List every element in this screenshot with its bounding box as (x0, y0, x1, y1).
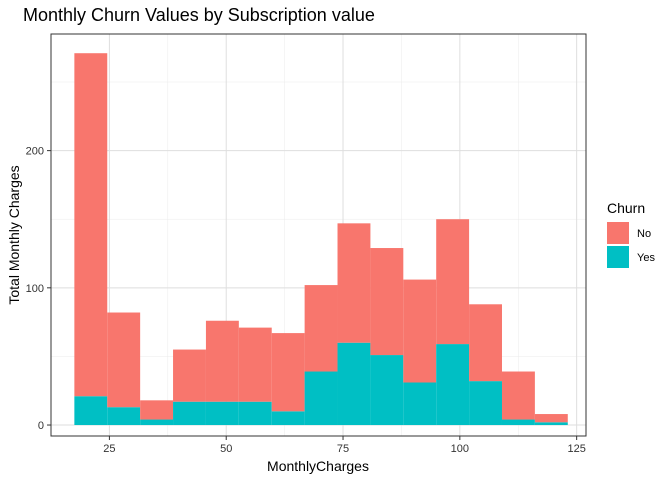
bar-yes (74, 396, 108, 426)
bar-yes (534, 422, 568, 426)
bar-no (74, 53, 108, 397)
bar-no (238, 327, 272, 402)
bars-layer (74, 53, 568, 426)
legend-label-yes: Yes (637, 252, 655, 264)
legend: Churn No Yes (607, 200, 655, 268)
legend-title: Churn (607, 200, 645, 216)
y-tick-label: 100 (26, 283, 44, 295)
legend-key-no (607, 222, 629, 244)
bar-no (501, 371, 535, 420)
bar-no (107, 312, 141, 408)
bar-yes (436, 344, 470, 426)
bar-yes (107, 407, 141, 426)
bar-yes (469, 381, 502, 426)
bar-yes (173, 401, 206, 426)
y-axis-ticks: 0 100 200 (26, 146, 51, 432)
x-axis-ticks: 25 50 75 100 125 (103, 436, 586, 455)
bar-no (436, 219, 470, 345)
legend-key-yes (607, 246, 629, 268)
bar-no (370, 248, 404, 356)
bar-no (534, 414, 568, 423)
y-tick-label: 0 (38, 420, 44, 432)
y-tick-label: 200 (26, 146, 44, 158)
bar-no (271, 333, 305, 412)
bar-yes (238, 401, 272, 426)
x-tick-label: 100 (451, 443, 469, 455)
bar-no (403, 279, 437, 383)
plot-border (50, 33, 587, 437)
bar-no (140, 400, 174, 420)
bar-yes (205, 401, 239, 426)
y-axis-title: Total Monthly Charges (6, 165, 22, 304)
bar-no (469, 304, 502, 382)
x-tick-label: 50 (220, 443, 232, 455)
chart-title: Monthly Churn Values by Subscription val… (23, 5, 375, 25)
bar-yes (370, 355, 404, 426)
bar-no (337, 223, 371, 343)
bar-yes (140, 419, 174, 426)
bar-yes (501, 419, 535, 426)
bar-no (304, 285, 338, 372)
bar-no (205, 320, 239, 402)
bar-yes (304, 371, 338, 426)
legend-label-no: No (637, 228, 651, 240)
bar-yes (403, 382, 437, 426)
bar-yes (271, 411, 305, 426)
bar-yes (337, 342, 371, 426)
x-tick-label: 75 (337, 443, 349, 455)
x-tick-label: 125 (567, 443, 585, 455)
x-tick-label: 25 (103, 443, 115, 455)
x-axis-title: MonthlyCharges (267, 458, 369, 474)
bar-no (173, 349, 206, 402)
